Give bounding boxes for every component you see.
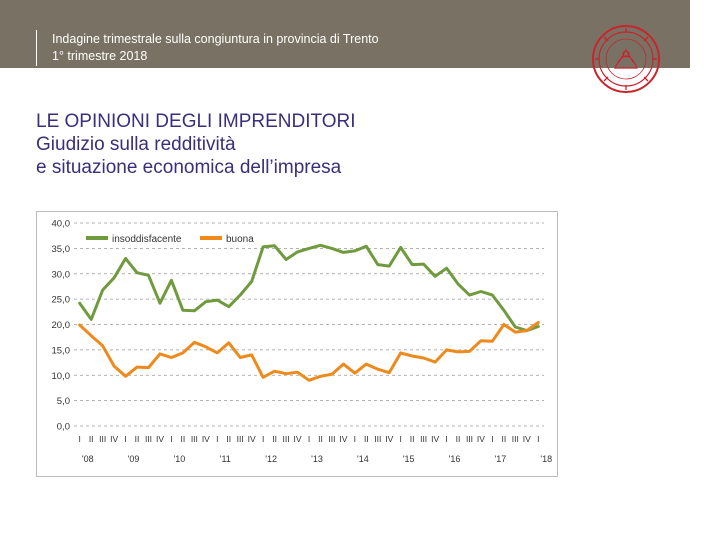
x-tick-label: III (512, 434, 519, 444)
year-label: '17 (495, 454, 507, 464)
x-tick-label: IV (156, 434, 164, 444)
x-tick-label: III (466, 434, 473, 444)
x-tick-label: II (456, 434, 461, 444)
x-tick-label: IV (248, 434, 256, 444)
x-tick-label: I (170, 434, 172, 444)
year-label: '16 (449, 454, 461, 464)
year-label: '15 (403, 454, 415, 464)
x-tick-label: I (354, 434, 356, 444)
x-tick-label: IV (523, 434, 531, 444)
seal-logo-icon (592, 25, 660, 93)
line-chart: 0,05,010,015,020,025,030,035,040,0 I'08I… (36, 211, 558, 477)
x-tick-label: III (191, 434, 198, 444)
x-tick-label: III (420, 434, 427, 444)
x-tick-label: IV (110, 434, 118, 444)
x-tick-label: IV (477, 434, 485, 444)
header-text: Indagine trimestrale sulla congiuntura i… (52, 31, 379, 65)
x-tick-label: II (410, 434, 415, 444)
x-tick-label: I (262, 434, 264, 444)
chart-frame (36, 211, 558, 477)
x-tick-label: II (502, 434, 507, 444)
header-line-1: Indagine trimestrale sulla congiuntura i… (52, 32, 379, 46)
legend-label-insoddisfacente: insoddisfacente (112, 234, 182, 245)
y-tick-label: 30,0 (52, 269, 71, 280)
x-tick-label: I (445, 434, 447, 444)
series-line-insoddisfacente (78, 243, 540, 333)
y-tick-label: 15,0 (52, 345, 71, 356)
y-tick-label: 35,0 (52, 244, 71, 255)
x-tick-label: I (491, 434, 493, 444)
legend-label-buona: buona (226, 234, 254, 245)
year-label: '18 (540, 454, 552, 464)
y-tick-label: 10,0 (52, 371, 71, 382)
y-tick-label: 0,0 (57, 422, 70, 433)
x-tick-label: I (537, 434, 539, 444)
x-tick-label: III (99, 434, 106, 444)
x-tick-label: I (308, 434, 310, 444)
x-tick-label: I (79, 434, 81, 444)
x-tick-label: II (318, 434, 323, 444)
x-tick-label: I (124, 434, 126, 444)
y-tick-label: 5,0 (57, 396, 70, 407)
year-label: '11 (220, 454, 231, 464)
header-band (0, 0, 690, 68)
x-tick-label: III (237, 434, 244, 444)
x-tick-label: III (283, 434, 290, 444)
year-label: '14 (357, 454, 369, 464)
series-line-buona (78, 321, 540, 382)
x-tick-label: II (135, 434, 140, 444)
year-label: '09 (128, 454, 140, 464)
x-tick-label: I (400, 434, 402, 444)
header-divider (36, 30, 37, 66)
x-tick-label: III (145, 434, 152, 444)
x-tick-label: II (89, 434, 94, 444)
y-tick-label: 40,0 (52, 219, 71, 230)
x-tick-label: IV (431, 434, 439, 444)
x-tick-label: II (181, 434, 186, 444)
x-tick-label: II (364, 434, 369, 444)
y-tick-label: 25,0 (52, 295, 71, 306)
page-title: LE OPINIONI DEGLI IMPRENDITORI Giudizio … (36, 110, 356, 179)
x-tick-label: IV (202, 434, 210, 444)
title-line-2: Giudizio sulla redditività (36, 134, 236, 155)
year-label: '13 (311, 454, 323, 464)
title-line-1: LE OPINIONI DEGLI IMPRENDITORI (36, 111, 356, 132)
x-tick-label: I (216, 434, 218, 444)
x-tick-label: III (328, 434, 335, 444)
x-tick-label: III (374, 434, 381, 444)
x-tick-label: II (226, 434, 231, 444)
x-tick-label: IV (385, 434, 393, 444)
year-label: '10 (174, 454, 186, 464)
year-label: '08 (82, 454, 94, 464)
x-tick-label: II (272, 434, 277, 444)
header-line-2: 1° trimestre 2018 (52, 49, 148, 63)
x-tick-label: IV (294, 434, 302, 444)
header-band-corner (660, 0, 690, 68)
y-tick-label: 20,0 (52, 320, 71, 331)
x-tick-label: IV (339, 434, 347, 444)
title-line-3: e situazione economica dell’impresa (36, 157, 342, 178)
year-label: '12 (265, 454, 277, 464)
